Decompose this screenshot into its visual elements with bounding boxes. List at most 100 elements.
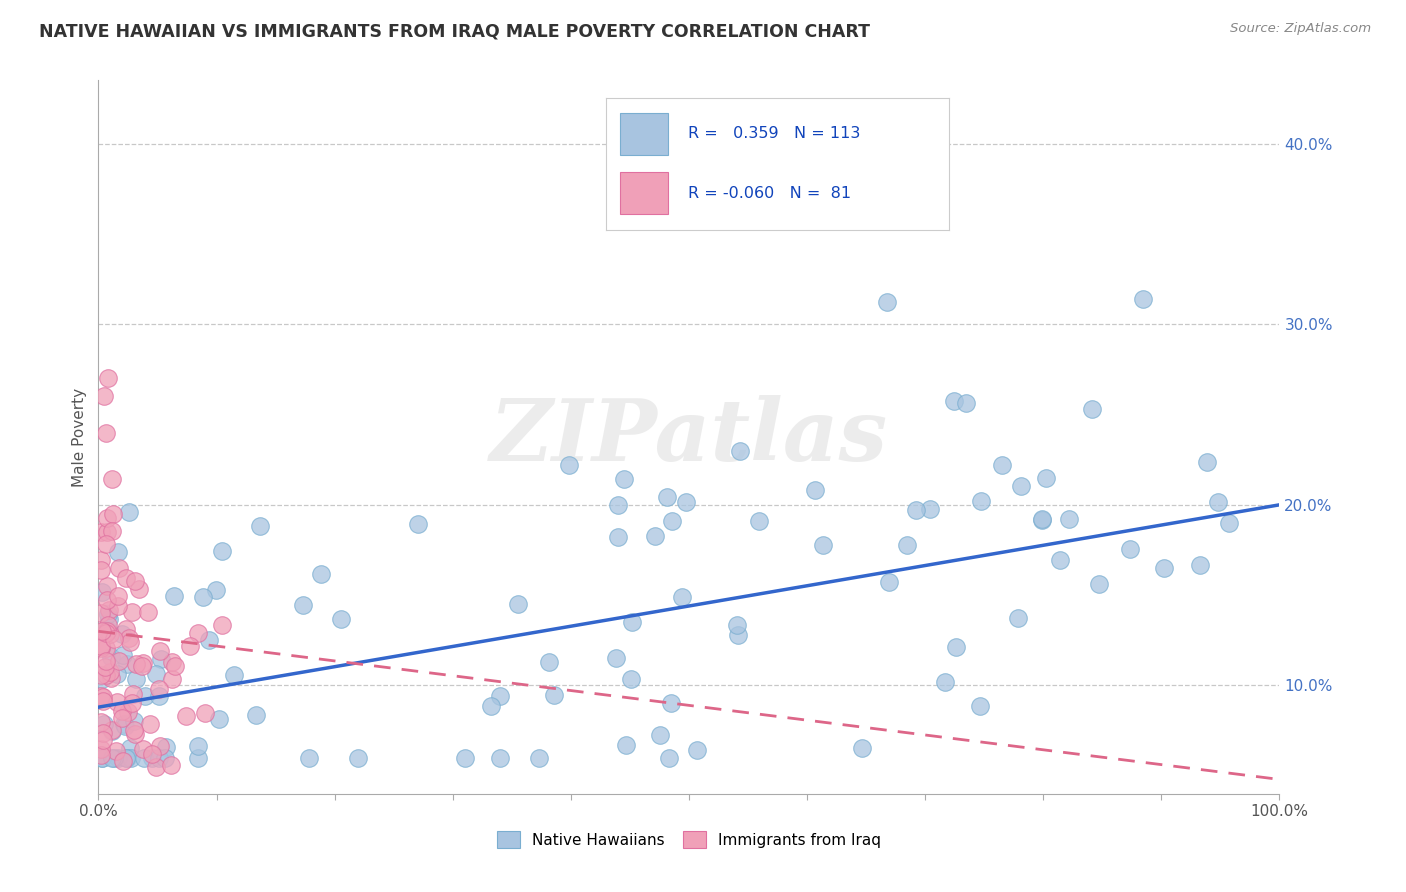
Point xyxy=(96,624,118,638)
Point xyxy=(1080,401,1102,416)
Point xyxy=(489,690,512,704)
Point xyxy=(100,671,122,685)
Point xyxy=(128,582,150,596)
Point xyxy=(100,750,122,764)
Point xyxy=(728,444,751,458)
Point xyxy=(97,607,120,621)
Point xyxy=(1189,558,1212,572)
Point xyxy=(298,750,321,764)
Point xyxy=(942,394,965,409)
Point xyxy=(125,672,148,686)
Point xyxy=(149,644,172,658)
Point xyxy=(245,707,267,722)
Point xyxy=(613,472,636,486)
Point xyxy=(105,695,128,709)
Point xyxy=(991,458,1014,472)
Point xyxy=(108,561,131,575)
Point xyxy=(91,690,114,705)
Point xyxy=(96,524,118,539)
Point xyxy=(101,507,124,521)
Point xyxy=(96,579,118,593)
Point xyxy=(1035,471,1057,485)
Point xyxy=(101,524,124,538)
Point xyxy=(1132,292,1154,306)
Point xyxy=(1049,553,1071,567)
Point xyxy=(90,640,112,655)
Point xyxy=(111,711,134,725)
Point xyxy=(97,602,120,616)
Point xyxy=(139,716,162,731)
Point xyxy=(131,656,153,670)
Point xyxy=(108,654,131,668)
Point xyxy=(187,750,209,764)
Point xyxy=(120,750,142,764)
Point xyxy=(124,727,146,741)
Point xyxy=(90,552,112,566)
Point xyxy=(955,396,977,410)
Point xyxy=(686,743,709,757)
Point xyxy=(111,704,134,718)
Point xyxy=(208,712,231,726)
Point xyxy=(661,515,683,529)
Point xyxy=(934,675,956,690)
Point xyxy=(1218,516,1240,530)
Point xyxy=(607,498,630,512)
Point xyxy=(91,750,114,764)
Point xyxy=(90,748,112,763)
Point xyxy=(970,494,993,508)
Point xyxy=(920,502,942,516)
Point xyxy=(96,640,118,655)
Point xyxy=(945,640,967,655)
Point xyxy=(658,750,681,764)
Point xyxy=(90,714,112,729)
Point xyxy=(112,648,135,663)
Point xyxy=(205,582,228,597)
Point xyxy=(148,681,170,696)
Point xyxy=(160,673,183,687)
Point xyxy=(969,699,991,714)
Legend: Native Hawaiians, Immigrants from Iraq: Native Hawaiians, Immigrants from Iraq xyxy=(491,825,887,854)
Point xyxy=(94,654,117,668)
Point xyxy=(748,514,770,528)
Point xyxy=(292,598,315,612)
Point xyxy=(96,626,118,640)
Point xyxy=(96,511,118,525)
Point xyxy=(1088,577,1111,591)
Point xyxy=(118,631,141,645)
Point xyxy=(224,668,246,682)
Point xyxy=(94,668,117,682)
Point xyxy=(118,634,141,648)
Point xyxy=(114,716,136,731)
Point xyxy=(479,699,502,714)
Point xyxy=(111,627,134,641)
Point xyxy=(98,665,121,680)
Y-axis label: Male Poverty: Male Poverty xyxy=(72,387,87,487)
Point xyxy=(162,589,184,603)
Point xyxy=(176,708,198,723)
Point xyxy=(1153,561,1175,575)
Point xyxy=(851,741,873,756)
Point xyxy=(877,574,900,589)
Point xyxy=(1206,495,1229,509)
Point xyxy=(107,589,129,603)
Point xyxy=(96,593,118,607)
Point xyxy=(675,495,697,509)
Point xyxy=(91,750,114,764)
Point xyxy=(655,490,678,504)
Point xyxy=(93,717,115,731)
Point xyxy=(1007,611,1029,625)
Point xyxy=(198,632,221,647)
Text: ZIPatlas: ZIPatlas xyxy=(489,395,889,479)
Point xyxy=(101,724,124,739)
Point xyxy=(112,754,135,768)
Point xyxy=(122,714,145,728)
Point xyxy=(134,689,156,703)
Point xyxy=(527,750,550,764)
Point xyxy=(98,612,121,626)
Point xyxy=(115,657,138,672)
Point xyxy=(90,524,112,539)
Point xyxy=(121,605,143,619)
Point xyxy=(90,667,112,681)
Point xyxy=(125,657,148,671)
Point xyxy=(489,750,512,764)
